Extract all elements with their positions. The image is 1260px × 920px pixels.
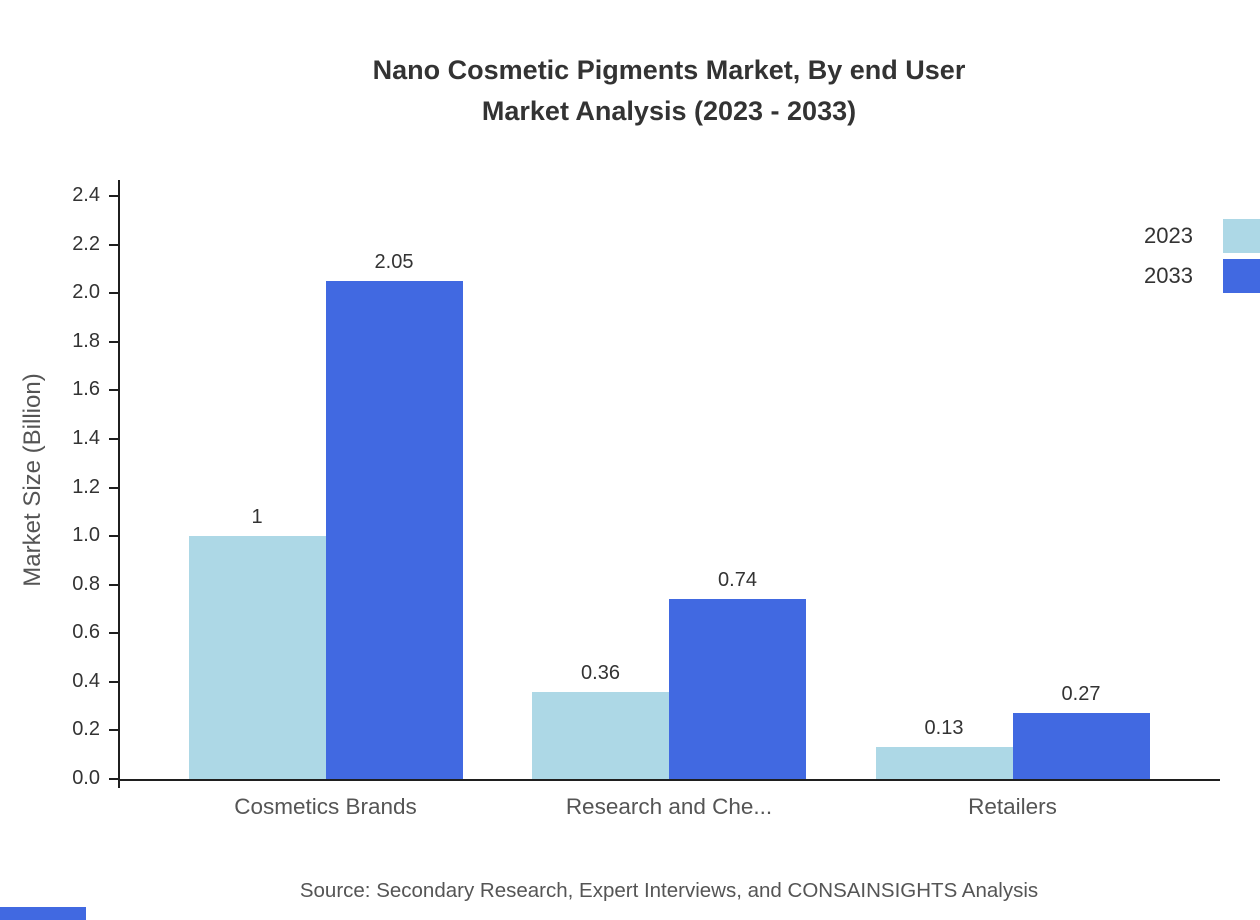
bar-value-label: 2.05 (374, 251, 414, 273)
chart-title: Nano Cosmetic Pigments Market, By end Us… (118, 50, 1220, 132)
bar-2033-research-and-che (669, 599, 806, 779)
chart-title-line1: Nano Cosmetic Pigments Market, By end Us… (372, 55, 966, 85)
legend-label: 2023 (1144, 223, 1193, 248)
x-category-label-retailers: Retailers (968, 794, 1057, 819)
y-tick-label: 1.0 (72, 524, 100, 547)
y-tick-label: 0.8 (72, 572, 100, 595)
bar-value-label: 0.13 (924, 717, 964, 739)
bar-value-label: 0.27 (1061, 683, 1101, 705)
y-tick-label: 0.2 (72, 718, 100, 741)
legend-swatch (1223, 259, 1260, 293)
x-axis-left-tick (118, 779, 120, 788)
x-category-label-research-and-che: Research and Che... (565, 794, 773, 819)
y-tick-label: 0.0 (72, 767, 100, 789)
y-tick-mark (109, 292, 118, 295)
y-tick-mark (109, 340, 118, 343)
bar-value-label: 1 (251, 506, 263, 528)
y-tick-mark (109, 195, 118, 197)
y-tick-mark (109, 486, 118, 489)
y-tick-mark (109, 632, 118, 635)
legend-swatch (1223, 219, 1260, 253)
legend: 2023 2033 (1144, 219, 1260, 299)
y-tick-mark (109, 680, 118, 683)
x-axis-line (118, 779, 1220, 781)
y-tick-label: 1.6 (72, 378, 100, 401)
bar-2033-cosmetics-brands (325, 281, 463, 779)
bottom-left-accent-bar (0, 907, 86, 920)
chart-title-line2: Market Analysis (2023 - 2033) (481, 96, 857, 126)
legend-item-2023: 2023 (1144, 219, 1260, 253)
bar-2023-cosmetics-brands (188, 536, 326, 779)
y-tick-label: 1.4 (72, 426, 100, 449)
y-tick-label: 0.6 (72, 621, 100, 644)
y-axis-line (118, 180, 120, 781)
y-tick-mark (109, 583, 118, 586)
plot-area: 0.0 0.2 0.4 0.6 0.8 1.0 1.2 1.4 1.6 1.8 2.0 2.2 2.4 … (72, 180, 1220, 819)
bar-2033-retailers (1012, 713, 1150, 779)
bar-value-label: 0.36 (581, 662, 620, 684)
y-tick-mark (109, 729, 118, 732)
bar-value-label: 0.74 (718, 569, 757, 591)
y-tick-label: 0.4 (72, 669, 100, 692)
y-tick-label: 2.4 (72, 184, 100, 206)
y-tick-label: 2.2 (72, 232, 100, 255)
y-tick-label: 1.8 (72, 329, 100, 352)
y-tick-mark (109, 437, 118, 440)
legend-item-2033: 2033 (1144, 259, 1260, 293)
bar-2023-research-and-che (532, 692, 669, 779)
y-tick-label: 2.0 (72, 281, 100, 304)
y-tick-mark (109, 535, 118, 538)
x-category-label-cosmetics-brands: Cosmetics Brands (234, 794, 417, 819)
y-tick-label: 1.2 (72, 475, 100, 498)
y-tick-mark (109, 243, 118, 246)
legend-label: 2033 (1144, 263, 1193, 288)
y-tick-mark (109, 389, 118, 392)
bar-2023-retailers (875, 747, 1013, 779)
y-tick-mark (109, 778, 118, 780)
source-note: Source: Secondary Research, Expert Inter… (299, 879, 1039, 902)
